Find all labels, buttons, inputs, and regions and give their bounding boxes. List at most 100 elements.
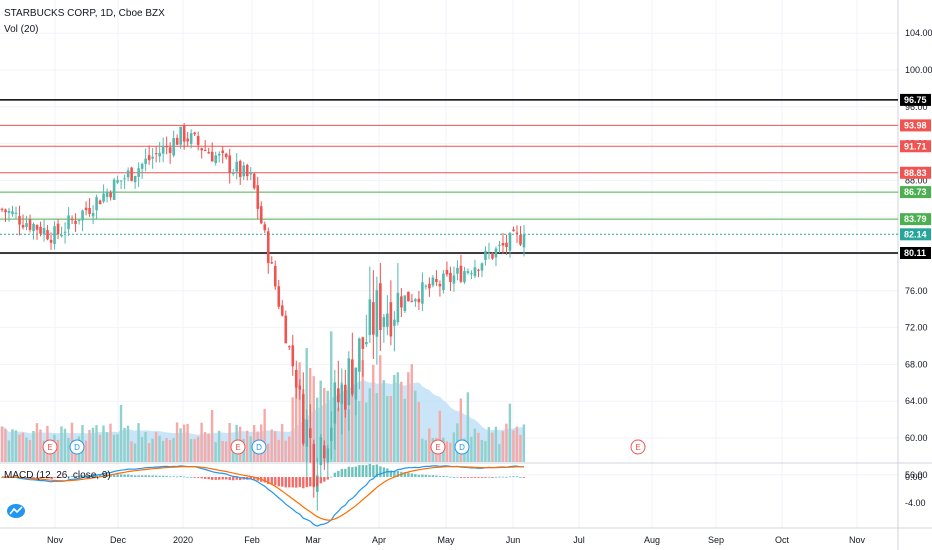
candle-body	[77, 219, 81, 221]
macd-histogram-bar	[203, 477, 207, 479]
tradingview-logo-icon[interactable]	[6, 503, 26, 519]
macd-legend[interactable]: MACD (12, 26, close, 9)	[4, 470, 111, 481]
dividend-marker	[251, 439, 267, 455]
candle-body	[456, 267, 459, 274]
macd-histogram-bar	[77, 475, 81, 477]
macd-histogram-bar	[49, 477, 53, 479]
macd-histogram-bar	[46, 477, 49, 479]
volume-legend[interactable]: Vol (20)	[4, 24, 39, 35]
volume-bar	[351, 360, 354, 462]
volume-bar	[298, 362, 301, 462]
macd-histogram-bar	[228, 477, 231, 481]
candle-body	[484, 250, 487, 260]
candle-body	[179, 126, 182, 145]
candle-body	[112, 179, 116, 201]
macd-line	[1, 465, 525, 527]
volume-bar	[372, 364, 375, 462]
candle-body	[301, 394, 305, 444]
macd-histogram-bar	[291, 477, 294, 488]
candle-body	[333, 382, 337, 424]
volume-bar	[389, 395, 392, 462]
macd-histogram-bar	[438, 476, 442, 477]
volume-bar	[449, 442, 452, 462]
level-tag-label: 91.71	[904, 141, 927, 151]
candle-body	[158, 152, 161, 157]
price-tick-label: 108.00	[905, 0, 932, 1]
price-tick-label: 104.00	[905, 28, 932, 38]
macd-histogram-bar	[116, 474, 119, 477]
level-tag-label: 80.11	[904, 248, 926, 258]
candle-body	[18, 216, 21, 225]
macd-histogram-bar	[365, 465, 368, 477]
volume-bar	[172, 437, 175, 462]
macd-histogram-bar	[161, 475, 165, 477]
candle-body	[102, 193, 105, 202]
volume-bar	[459, 398, 463, 462]
candle-body	[386, 313, 389, 327]
macd-histogram-bar	[501, 476, 505, 478]
level-tag-bg	[900, 140, 931, 153]
candle-body	[245, 165, 249, 177]
macd-histogram-bar	[154, 475, 158, 477]
time-tick-label: Feb	[244, 535, 260, 545]
horizontal-levels[interactable]	[0, 99, 898, 254]
price-tick-label: 88.00	[905, 175, 928, 185]
symbol-legend[interactable]: STARBUCKS CORP, 1D, Cboe BZX	[4, 8, 165, 19]
macd-histogram-bar	[112, 474, 116, 477]
candle-body	[410, 300, 414, 302]
macd-histogram-bar	[147, 475, 151, 477]
macd-histogram-bar	[81, 475, 84, 477]
candle-body	[519, 234, 522, 245]
time-axis[interactable]: Nov Dec 2020 Feb Mar Apr May Jun Jul Aug Sep Oct Nov	[47, 535, 866, 545]
candle-body	[277, 286, 281, 307]
level-tag-bg	[900, 186, 931, 199]
candle-body	[137, 168, 140, 177]
volume-bar	[361, 360, 364, 462]
candle-body	[259, 206, 263, 224]
candle-body	[414, 299, 417, 302]
macd-histogram-bar	[512, 476, 515, 478]
macd-histogram-bar	[442, 476, 445, 477]
candle-body	[67, 215, 70, 230]
price-tick-label: 64.00	[905, 396, 928, 406]
volume-bar	[116, 434, 119, 462]
volume-bar	[210, 409, 214, 462]
volume-bar	[491, 432, 494, 462]
macd-histogram-bar	[515, 476, 519, 478]
candle-body	[123, 178, 126, 180]
event-marker-label: D	[256, 443, 262, 452]
candle-body	[217, 153, 221, 156]
candle-body	[428, 283, 431, 289]
candle-body	[46, 230, 49, 240]
macd-histogram-bar	[98, 474, 102, 477]
volume-bar	[379, 355, 382, 462]
candle-body	[186, 138, 189, 142]
volume-bar	[168, 440, 172, 462]
candle-body	[25, 223, 28, 228]
candle-body	[140, 163, 144, 169]
volume-bar	[266, 443, 270, 462]
volume-bar	[344, 392, 347, 462]
macd-histogram-bar	[60, 477, 63, 478]
volume-bar	[365, 402, 368, 462]
earnings-marker	[42, 439, 58, 455]
candle-body	[344, 384, 347, 410]
macd-histogram-bar	[386, 468, 389, 477]
time-tick-label: Nov	[849, 535, 866, 545]
candle-body	[238, 161, 242, 178]
candle-body	[154, 153, 158, 155]
candle-body	[522, 234, 526, 248]
macd-histogram-bar	[508, 476, 512, 478]
candle-body	[207, 152, 210, 154]
candle-body	[109, 192, 112, 198]
candle-body	[442, 273, 445, 291]
macd-histogram-bar	[519, 476, 522, 478]
candle-body	[266, 231, 270, 264]
macd-histogram-bar	[333, 472, 337, 477]
candle-body	[74, 220, 77, 224]
volume-bar	[487, 427, 491, 462]
macd-histogram-bar	[284, 477, 287, 488]
candle-body	[308, 428, 312, 438]
